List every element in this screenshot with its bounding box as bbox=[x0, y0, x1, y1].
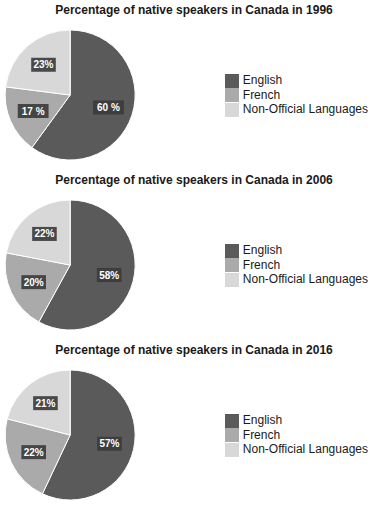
svg-text:58%: 58% bbox=[99, 270, 119, 281]
html-text:English: English bbox=[242, 412, 283, 427]
svg-text:17 %: 17 % bbox=[22, 106, 45, 117]
html-text:English: English bbox=[242, 242, 283, 257]
svg-text:57%: 57% bbox=[99, 438, 119, 449]
html-text:French: French bbox=[242, 87, 281, 102]
html-text:Percentage of native speakers: Percentage of native speakers in Canada … bbox=[55, 343, 333, 357]
svg-text:22%: 22% bbox=[24, 447, 44, 458]
svg-text:60 %: 60 % bbox=[97, 102, 120, 113]
html-text:English: English bbox=[242, 72, 283, 87]
html-text:Non-Official Languages: Non-Official Languages bbox=[242, 102, 368, 117]
html-text:Non-Official Languages: Non-Official Languages bbox=[242, 442, 368, 457]
svg-text:23%: 23% bbox=[33, 59, 53, 70]
svg-text:21%: 21% bbox=[35, 398, 55, 409]
html-text:Non-Official Languages: Non-Official Languages bbox=[242, 272, 368, 287]
html-text:French: French bbox=[242, 257, 281, 272]
html-text:French: French bbox=[242, 427, 281, 442]
svg-text:20%: 20% bbox=[24, 277, 44, 288]
html-text:Percentage of native speakers: Percentage of native speakers in Canada … bbox=[55, 173, 333, 187]
html-text:Percentage of native speakers: Percentage of native speakers in Canada … bbox=[55, 3, 333, 17]
svg-text:22%: 22% bbox=[34, 228, 54, 239]
